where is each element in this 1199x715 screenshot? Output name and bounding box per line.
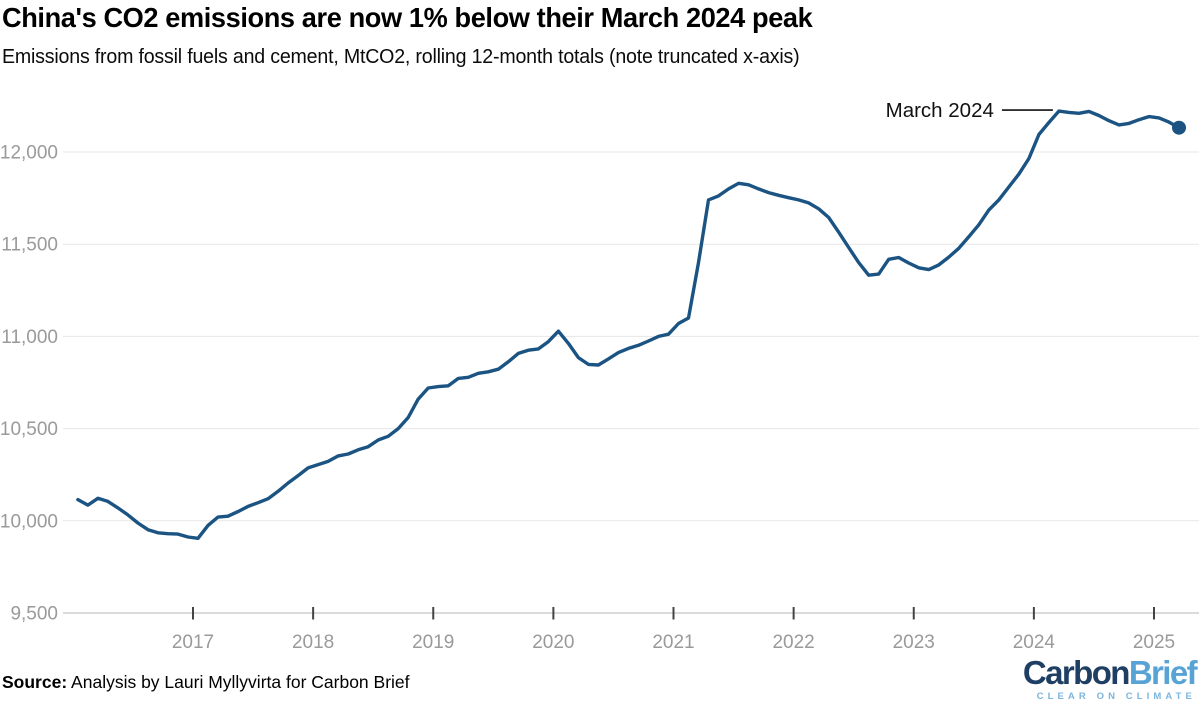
x-axis-label: 2017 <box>172 632 214 653</box>
logo-text-brief: Brief <box>1128 654 1198 691</box>
carbon-brief-logo: CarbonBrief CLEAR ON CLIMATE <box>1022 654 1198 702</box>
emissions-line <box>76 109 1181 540</box>
chart-subtitle: Emissions from fossil fuels and cement, … <box>2 46 800 68</box>
logo-tagline: CLEAR ON CLIMATE <box>1036 691 1196 702</box>
y-axis-label: 10,500 <box>0 419 58 440</box>
logo-text-carbon: Carbon <box>1022 654 1131 691</box>
y-axis-label: 12,000 <box>0 143 58 164</box>
source-line: Source: Analysis by Lauri Myllyvirta for… <box>2 672 410 693</box>
x-axis-label: 2021 <box>652 632 694 653</box>
x-axis-label: 2023 <box>893 632 935 653</box>
latest-point-marker <box>1172 120 1186 135</box>
source-label: Source: <box>2 672 68 692</box>
source-text: Analysis by Lauri Myllyvirta for Carbon … <box>67 672 410 692</box>
x-axis-label: 2018 <box>292 632 334 653</box>
x-axis-label: 2020 <box>532 632 574 653</box>
y-axis-label: 9,500 <box>10 604 58 625</box>
x-axis-label: 2024 <box>1013 632 1056 653</box>
y-axis-label: 10,000 <box>0 511 58 532</box>
x-axis-label: 2025 <box>1133 632 1175 653</box>
x-axis-label: 2022 <box>772 632 814 653</box>
x-axis-label: 2019 <box>412 632 454 653</box>
carbon-brief-wordmark: CarbonBrief <box>1022 654 1198 691</box>
chart-title: China's CO2 emissions are now 1% below t… <box>2 2 813 33</box>
y-axis-label: 11,500 <box>1 235 58 256</box>
y-axis-label: 11,000 <box>1 327 58 348</box>
peak-annotation-label: March 2024 <box>886 99 994 122</box>
